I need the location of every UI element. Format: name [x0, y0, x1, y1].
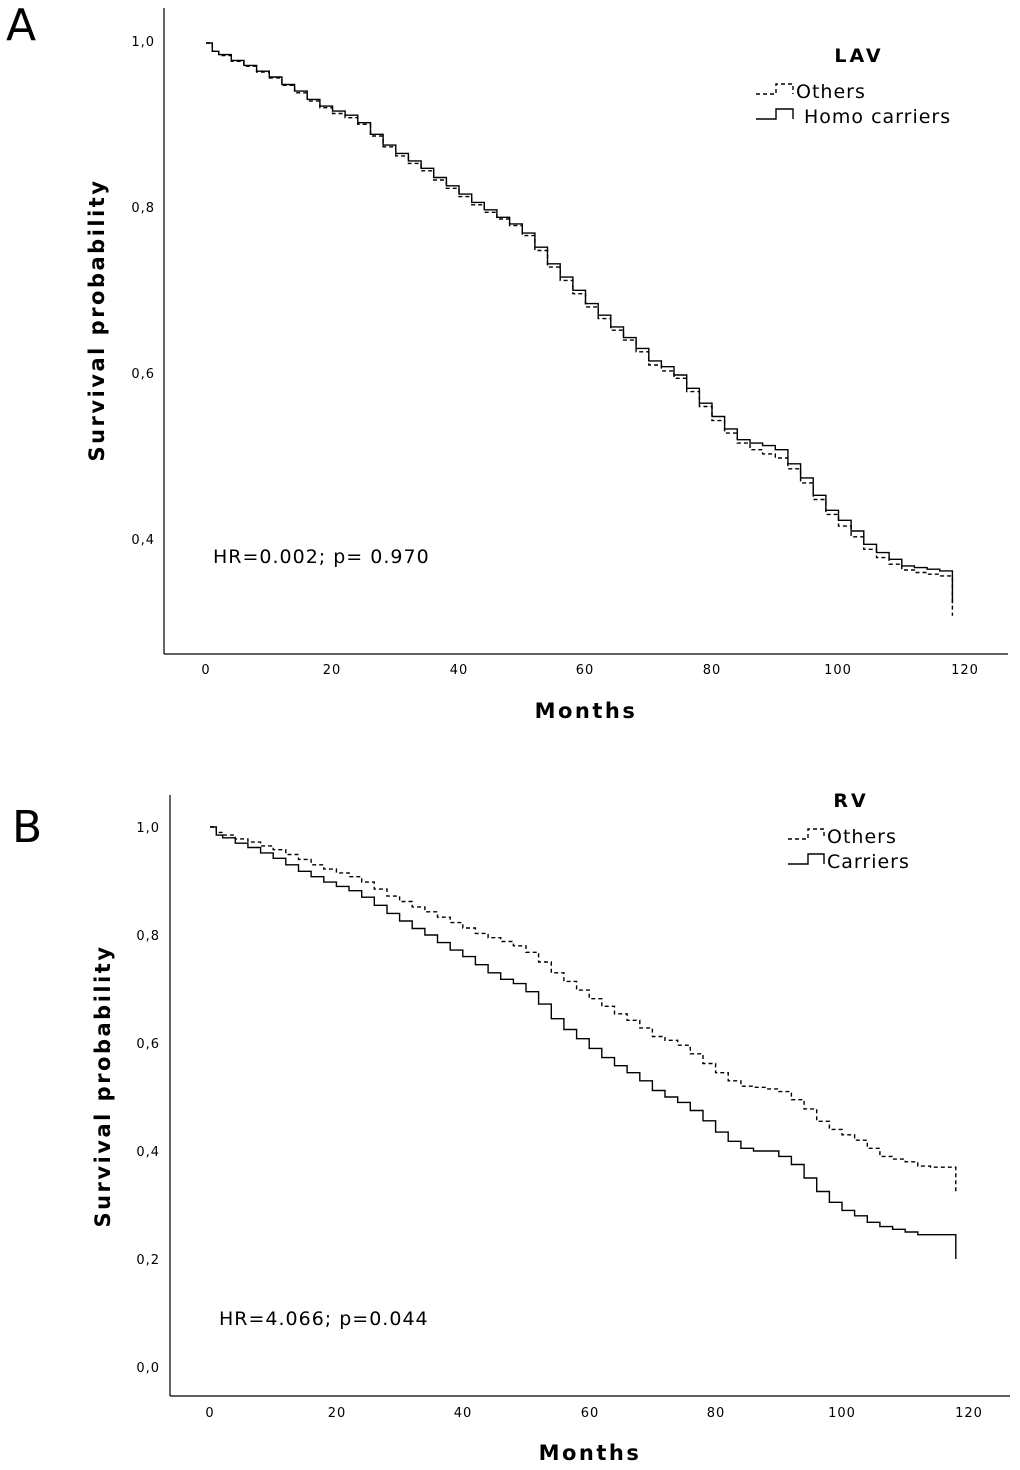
panel-b-x-tick-label: 120 [955, 1406, 983, 1421]
panel-a-x-tick-label: 120 [951, 663, 979, 678]
panel-a-legend: LAV Others Homo carriers [756, 45, 951, 128]
panel-b-x-tick-label: 60 [581, 1406, 600, 1421]
panel-b-y-tick-label: 0,0 [136, 1361, 160, 1376]
panel-a-x-tick-label: 40 [450, 663, 469, 678]
panel-b-legend-title: RV [833, 790, 868, 812]
panel-b-legend-swatch-carriers [788, 853, 825, 865]
panel-b-y-axis-title: Survival probability [91, 944, 115, 1227]
panel-a-y-tick-label: 1,0 [131, 35, 155, 50]
panel-b-legend-label-others: Others [827, 826, 897, 848]
panel-a-plot: 1,0 0,8 0,6 0,4 0 20 40 60 80 100 120 Mo… [85, 8, 1008, 723]
panel-a: A 1,0 0,8 0,6 0,4 0 20 40 60 80 100 120 … [6, 0, 1008, 723]
panel-b-y-tick-label: 0,2 [136, 1253, 160, 1268]
panel-a-legend-swatch-homo-carriers [756, 108, 794, 120]
panel-b-survival-curve-others [210, 826, 957, 1195]
panel-a-series-group [206, 42, 954, 616]
panel-b-y-tick-label: 0,6 [136, 1037, 160, 1052]
panel-a-y-tick-label: 0,6 [131, 367, 155, 382]
panel-b-y-tick-label: 1,0 [136, 821, 160, 836]
panel-b-x-tick-label: 20 [328, 1406, 347, 1421]
panel-b-hazard-ratio-annotation: HR=4.066; p=0.044 [219, 1308, 429, 1330]
panel-b-survival-curve-carriers [210, 826, 957, 1259]
panel-a-x-tick-label: 20 [323, 663, 342, 678]
panel-a-survival-curve-homo-carriers [206, 42, 954, 604]
panel-a-x-tick-label: 80 [703, 663, 722, 678]
panel-b-legend-label-carriers: Carriers [827, 851, 910, 873]
panel-b-y-tick-label: 0,4 [136, 1145, 160, 1160]
panel-b-plot: 1,0 0,8 0,6 0,4 0,2 0,0 0 20 40 60 80 10… [91, 790, 1010, 1465]
panel-a-x-tick-label: 60 [576, 663, 595, 678]
panel-a-letter: A [6, 0, 36, 51]
panel-b-legend-swatch-others [788, 828, 825, 840]
panel-b-series-group [210, 826, 957, 1259]
panel-a-x-tick-label: 0 [201, 663, 210, 678]
panel-b-x-tick-label: 0 [205, 1406, 214, 1421]
panel-a-hazard-ratio-annotation: HR=0.002; p= 0.970 [213, 546, 430, 568]
panel-b-x-axis-title: Months [539, 1441, 642, 1465]
panel-a-survival-curve-others [206, 42, 954, 616]
panel-a-y-axis-title: Survival probability [85, 178, 109, 461]
panel-b-letter: B [12, 802, 42, 853]
panel-a-legend-label-homo-carriers: Homo carriers [804, 106, 951, 128]
panel-b-legend: RV Others Carriers [788, 790, 910, 873]
panel-a-y-tick-label: 0,8 [131, 201, 155, 216]
panel-b-x-tick-label: 40 [454, 1406, 473, 1421]
panel-b-y-tick-label: 0,8 [136, 929, 160, 944]
panel-b-x-tick-label: 80 [707, 1406, 726, 1421]
panel-a-x-axis-title: Months [535, 699, 638, 723]
panel-a-legend-label-others: Others [796, 81, 866, 103]
panel-a-legend-swatch-others [756, 83, 794, 95]
panel-b: B 1,0 0,8 0,6 0,4 0,2 0,0 0 20 40 60 80 … [12, 790, 1010, 1465]
panel-a-legend-title: LAV [834, 45, 883, 67]
panel-a-y-tick-label: 0,4 [131, 533, 155, 548]
panel-a-x-tick-label: 100 [824, 663, 852, 678]
panel-b-x-tick-label: 100 [828, 1406, 856, 1421]
